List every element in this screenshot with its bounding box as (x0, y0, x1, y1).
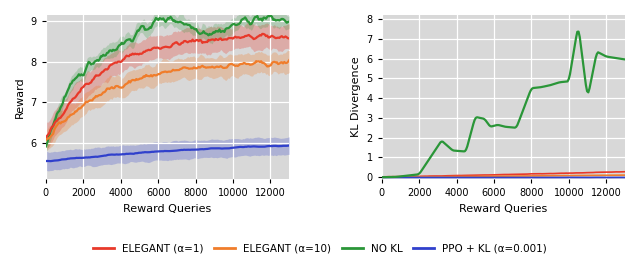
X-axis label: Reward Queries: Reward Queries (124, 204, 212, 214)
Y-axis label: KL Divergence: KL Divergence (351, 57, 361, 138)
Y-axis label: Reward: Reward (15, 76, 25, 118)
Legend: ELEGANT (α=1), ELEGANT (α=10), NO KL, PPO + KL (α=0.001): ELEGANT (α=1), ELEGANT (α=10), NO KL, PP… (89, 239, 551, 258)
X-axis label: Reward Queries: Reward Queries (460, 204, 547, 214)
